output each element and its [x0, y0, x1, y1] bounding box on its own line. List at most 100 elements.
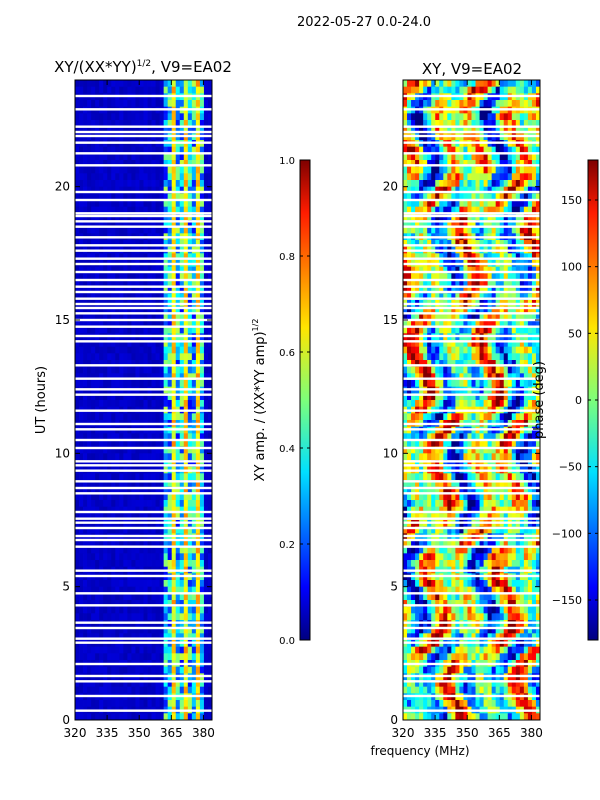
amp-cell	[87, 126, 92, 134]
amp-cell	[103, 120, 108, 128]
amp-cell	[103, 606, 108, 614]
amp-cell	[75, 293, 80, 301]
amp-cell	[123, 373, 128, 381]
amp-cell	[99, 173, 104, 181]
amp-cell	[151, 226, 156, 234]
amp-cell	[183, 373, 189, 381]
amp-cell	[143, 446, 148, 454]
phase-cell	[523, 373, 529, 381]
amp-cell	[155, 700, 161, 708]
amp-cell	[199, 380, 205, 388]
amp-cell	[103, 680, 108, 688]
phase-cell	[535, 146, 541, 154]
phase-cell	[471, 320, 476, 328]
amp-cell	[163, 280, 169, 288]
amp-cell	[103, 666, 108, 674]
amp-cell	[75, 206, 80, 214]
amp-cell	[99, 680, 104, 688]
amp-cell	[163, 500, 169, 508]
phase-cell	[507, 126, 513, 134]
amp-cell	[167, 173, 173, 181]
phase-cell	[475, 220, 480, 228]
amp-cell	[159, 493, 165, 501]
amp-cell	[151, 173, 156, 181]
amp-cell	[159, 460, 165, 468]
phase-cell	[447, 126, 452, 134]
amp-cell	[199, 440, 205, 448]
amp-cell	[175, 653, 181, 661]
phase-cell	[523, 146, 529, 154]
amp-cell	[183, 173, 189, 181]
phase-cell	[527, 266, 533, 274]
amp-cell	[203, 460, 209, 468]
amp-cell	[203, 113, 209, 121]
amp-cell	[195, 553, 201, 561]
amp-cell	[179, 600, 185, 608]
phase-cell	[511, 340, 517, 348]
phase-cell	[455, 200, 460, 208]
amp-cell	[171, 206, 177, 214]
amp-cell	[131, 253, 136, 261]
amp-cell	[191, 453, 197, 461]
phase-cell	[423, 253, 428, 261]
amp-cell	[203, 526, 209, 534]
phase-cell	[427, 280, 432, 288]
amp-cell	[119, 113, 124, 121]
amp-cell	[127, 400, 132, 408]
phase-cell	[443, 100, 448, 108]
phase-cell	[471, 366, 476, 374]
amp-cell	[123, 506, 128, 514]
amp-cell	[91, 653, 96, 661]
amp-cell	[127, 600, 132, 608]
amp-cell	[195, 273, 201, 281]
amp-cell	[115, 286, 120, 294]
phase-cell	[515, 173, 521, 181]
flagged-gap	[75, 469, 212, 472]
amp-cell	[191, 293, 197, 301]
phase-cell	[419, 126, 424, 134]
amp-cell	[167, 286, 173, 294]
amp-cell	[139, 220, 144, 228]
amp-cell	[115, 700, 120, 708]
phase-cell	[423, 393, 428, 401]
phase-cell	[415, 373, 420, 381]
amp-cell	[127, 713, 132, 721]
amp-cell	[103, 700, 108, 708]
amp-cell	[131, 240, 136, 248]
amp-cell	[111, 653, 116, 661]
phase-cell	[423, 360, 428, 368]
amp-cell	[135, 340, 140, 348]
phase-cell	[535, 293, 541, 301]
amp-cell	[179, 480, 185, 488]
phase-cell	[527, 100, 533, 108]
amp-cell	[159, 220, 165, 228]
phase-cell	[503, 326, 509, 334]
phase-cell	[519, 293, 525, 301]
amp-cell	[175, 293, 181, 301]
amp-cell	[143, 126, 148, 134]
amp-cell	[191, 366, 197, 374]
phase-cell	[467, 286, 472, 294]
amp-cell	[119, 226, 124, 234]
phase-cell	[503, 86, 509, 94]
phase-cell	[511, 200, 517, 208]
phase-cell	[455, 206, 460, 214]
amp-cell	[111, 400, 116, 408]
amp-cell	[99, 433, 104, 441]
amp-cell	[75, 160, 80, 168]
amp-cell	[127, 273, 132, 281]
phase-cell	[407, 326, 412, 334]
amp-cell	[183, 146, 189, 154]
phase-cell	[507, 153, 513, 161]
phase-cell	[511, 206, 517, 214]
phase-cell	[523, 80, 529, 88]
phase-cell	[487, 226, 493, 234]
phase-cell	[471, 80, 476, 88]
amp-cell	[119, 580, 124, 588]
amp-cell	[155, 120, 161, 128]
amp-cell	[79, 360, 84, 368]
phase-cell	[475, 373, 480, 381]
amp-cell	[147, 273, 152, 281]
amp-cell	[119, 100, 124, 108]
amp-cell	[79, 473, 84, 481]
